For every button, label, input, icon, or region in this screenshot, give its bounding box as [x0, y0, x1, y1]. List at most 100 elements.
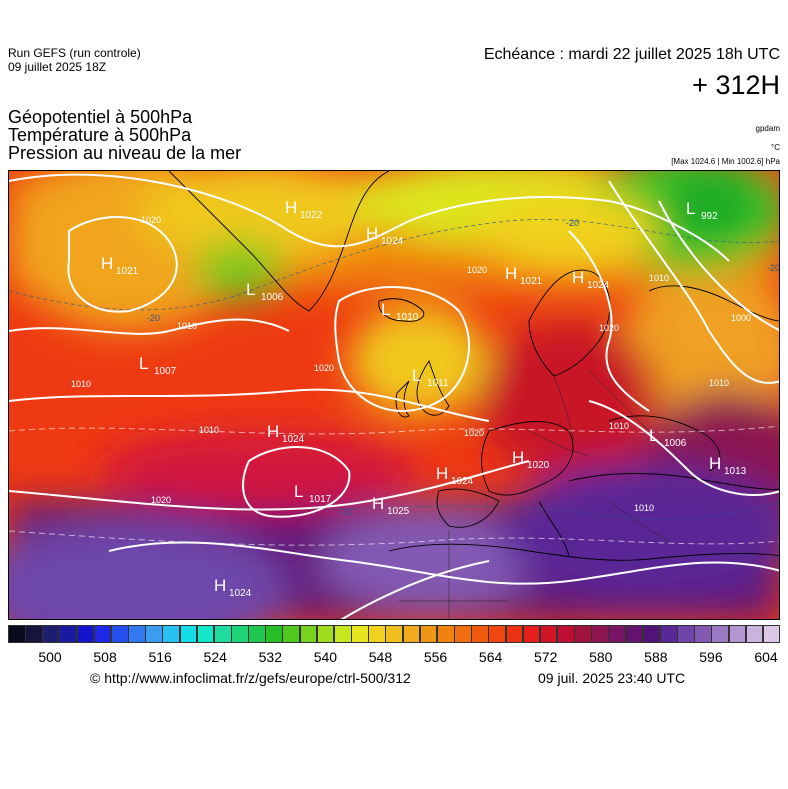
isotherm-label: -20: [147, 313, 160, 323]
isobar-label: 1020: [464, 428, 484, 438]
source-url[interactable]: © http://www.infoclimat.fr/z/gefs/europe…: [90, 670, 411, 686]
color-swatch: [93, 625, 112, 643]
svg-text:L: L: [381, 300, 390, 319]
svg-text:H: H: [512, 448, 524, 467]
svg-text:1007: 1007: [154, 366, 177, 377]
color-swatch: [694, 625, 712, 643]
svg-text:H: H: [267, 422, 279, 441]
color-swatch: [419, 625, 438, 643]
color-swatch: [162, 625, 181, 643]
color-swatch: [642, 625, 661, 643]
isobar-label: 1020: [314, 363, 334, 373]
color-scale-tick: 548: [368, 649, 393, 665]
pressure-center[interactable]: H 1021: [101, 254, 139, 277]
color-swatch: [265, 625, 283, 643]
color-swatch: [76, 625, 95, 643]
isobar-labels: 1020 1020 1010 1010 1020 1010 1020 1020 …: [71, 215, 751, 513]
color-swatch: [316, 625, 335, 643]
title-temperature: Température à 500hPa: [8, 125, 192, 145]
svg-text:1024: 1024: [381, 236, 404, 247]
color-swatch: [128, 625, 146, 643]
color-swatch: [145, 625, 163, 643]
title-geopotential: Géopotentiel à 500hPa: [8, 107, 193, 127]
svg-text:1022: 1022: [300, 210, 323, 221]
svg-text:L: L: [139, 354, 148, 373]
pressure-center[interactable]: L 992: [686, 199, 718, 222]
svg-text:L: L: [246, 280, 255, 299]
pressure-center[interactable]: H 1021: [505, 264, 543, 287]
pressure-center[interactable]: L 1010: [381, 300, 419, 323]
pressure-center[interactable]: L 1007: [139, 354, 177, 377]
map-canvas: H 1021 H 1022 H 1024 L 1006 L 1007 L 1011 H 102…: [9, 171, 780, 619]
color-swatch: [471, 625, 489, 643]
svg-text:1006: 1006: [261, 292, 284, 303]
color-scale-tick: 524: [203, 649, 227, 665]
color-swatch: [231, 625, 249, 643]
color-swatch: [333, 625, 352, 643]
color-swatch: [659, 625, 678, 643]
color-scale-tick: 508: [93, 649, 117, 665]
color-swatch: [488, 625, 506, 643]
pressure-center[interactable]: H 1024: [366, 224, 404, 247]
color-swatch: [110, 625, 129, 643]
color-swatch: [522, 625, 541, 643]
isobars: [9, 173, 779, 619]
color-swatch: [59, 625, 78, 643]
color-swatch: [711, 625, 730, 643]
pressure-center[interactable]: L 1006: [649, 426, 687, 449]
color-swatch: [591, 625, 609, 643]
svg-text:L: L: [294, 482, 303, 501]
isobar-label: 1010: [199, 425, 219, 435]
color-swatch: [351, 625, 369, 643]
pressure-center[interactable]: L 1006: [246, 280, 284, 303]
pressure-center[interactable]: H 1020: [512, 448, 550, 471]
color-scale-tick: 556: [423, 649, 448, 665]
isobar-label: 1020: [599, 323, 619, 333]
pressure-center[interactable]: H 1024: [267, 422, 305, 445]
isobar-label: 1000: [731, 313, 751, 323]
isobar-label: 1010: [649, 273, 669, 283]
run-date: 09 juillet 2025 18Z: [8, 60, 107, 74]
color-swatch: [213, 625, 232, 643]
svg-text:H: H: [505, 264, 517, 283]
run-info: Run GEFS (run controle) 09 juillet 2025 …: [8, 46, 141, 74]
color-scale-tick: 500: [38, 649, 62, 665]
isotherm-label: -20: [767, 263, 780, 273]
pressure-center[interactable]: H 1013: [709, 454, 747, 477]
pressure-center[interactable]: H 1025: [372, 494, 410, 517]
color-swatch: [282, 625, 301, 643]
pressure-center[interactable]: H 1022: [285, 198, 323, 221]
title-pressure: Pression au niveau de la mer: [8, 143, 242, 163]
color-swatch: [762, 625, 781, 643]
color-swatch: [42, 625, 60, 643]
generation-time: 09 juil. 2025 23:40 UTC: [538, 670, 686, 686]
isotherm-label: -20: [566, 218, 579, 228]
color-swatch: [8, 625, 26, 643]
svg-text:1021: 1021: [116, 266, 139, 277]
forecast-map[interactable]: H 1021 H 1022 H 1024 L 1006 L 1007 L 1011 H 102…: [8, 170, 780, 620]
pressure-center[interactable]: L 1017: [294, 482, 332, 505]
svg-text:H: H: [436, 464, 448, 483]
color-swatch: [454, 625, 472, 643]
unit-celsius: °C: [771, 143, 780, 152]
svg-text:1017: 1017: [309, 494, 332, 505]
svg-text:H: H: [214, 576, 226, 595]
color-scale-tick: 596: [699, 649, 723, 665]
svg-text:1024: 1024: [451, 476, 474, 487]
isobar-label: 1010: [71, 379, 91, 389]
color-swatch: [299, 625, 318, 643]
color-swatch: [248, 625, 266, 643]
pressure-center[interactable]: H 1024: [572, 268, 610, 291]
pressure-center[interactable]: H 1024: [436, 464, 474, 487]
isobar-label: 1010: [709, 378, 729, 388]
pressure-center[interactable]: L 1011: [412, 366, 449, 389]
pressure-center[interactable]: H 1024: [214, 576, 252, 599]
svg-text:1011: 1011: [427, 378, 449, 389]
svg-text:H: H: [101, 254, 113, 273]
svg-text:1024: 1024: [587, 280, 610, 291]
color-swatch: [677, 625, 695, 643]
svg-text:L: L: [686, 199, 695, 218]
color-scale-tick: 572: [534, 649, 558, 665]
color-swatch: [436, 625, 455, 643]
isobar-label: 1010: [177, 321, 197, 331]
